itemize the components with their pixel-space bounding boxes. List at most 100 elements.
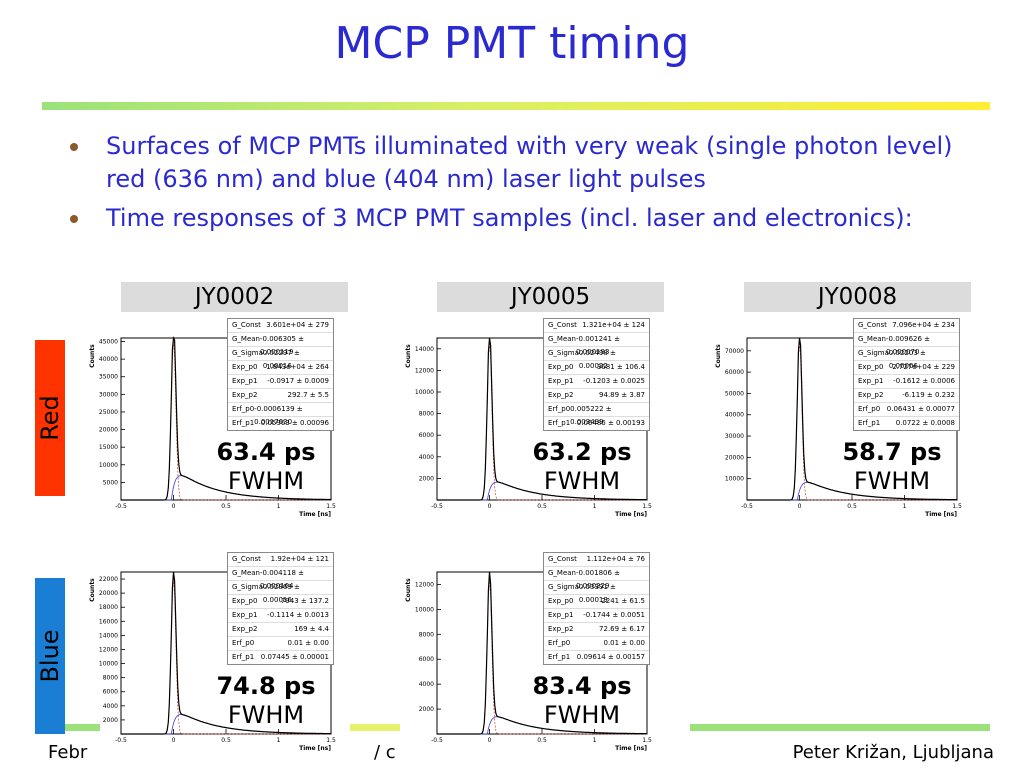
y-tick-label: 20000 xyxy=(725,454,744,461)
sample-label-jy0005: JY0005 xyxy=(437,282,664,312)
plot-blue-jy0005: 2000 4000 6000 8000 10000 12000 -0.5 0 0.5 1 1.5 Co… xyxy=(402,552,652,752)
fit-param-value: 169 ± 4.4 xyxy=(294,625,329,633)
x-axis-label: Time [ns] xyxy=(299,745,331,752)
fwhm-unit: FWHM xyxy=(853,467,931,495)
title-underline-bar xyxy=(42,102,990,110)
fit-param-name: Exp_p2 xyxy=(232,391,258,399)
x-tick-label: 1 xyxy=(277,503,281,510)
fwhm-label: 63.4 ps FWHM xyxy=(206,438,326,496)
x-tick-label: -0.5 xyxy=(741,503,753,510)
fit-stats-row: Exp_p2 94.89 ± 3.87 xyxy=(544,389,649,403)
x-tick-label: 0.5 xyxy=(221,503,231,510)
fit-param-name: Exp_p1 xyxy=(548,611,574,619)
fit-param-name: G_Sigma xyxy=(858,349,889,357)
y-tick-label: 8000 xyxy=(419,631,434,638)
y-tick-label: 14000 xyxy=(415,346,434,353)
fit-param-value: 0.005222 ± 0.003499 xyxy=(570,405,612,426)
fit-param-name: G_Const xyxy=(548,321,577,329)
x-tick-label: 1.5 xyxy=(642,503,652,510)
bullet-list: Surfaces of MCP PMTs illuminated with ve… xyxy=(70,130,990,241)
histogram-line xyxy=(121,571,331,735)
fit-stats-box: G_Const 3.601e+04 ± 279 G_Mean -0.006305 ± … xyxy=(227,318,334,431)
fit-param-value: 0.06431 ± 0.00077 xyxy=(886,405,955,413)
y-tick-label: 50000 xyxy=(725,390,744,397)
fit-param-name: Exp_p1 xyxy=(232,611,258,619)
x-tick-label: 0 xyxy=(172,737,176,744)
y-tick-label: 4000 xyxy=(103,703,118,710)
x-tick-label: 1.5 xyxy=(326,503,336,510)
fit-stats-box: G_Const 7.096e+04 ± 234 G_Mean -0.009626 ± … xyxy=(853,318,960,431)
fit-stats-box: G_Const 1.321e+04 ± 124 G_Mean -0.001241 ± … xyxy=(543,318,650,431)
y-tick-label: 60000 xyxy=(725,369,744,376)
y-tick-label: 70000 xyxy=(725,348,744,355)
y-tick-label: 10000 xyxy=(415,389,434,396)
fit-param-value: 2.727e+04 ± 229 xyxy=(892,363,955,371)
histogram-svg: 10000 20000 30000 40000 50000 60000 70000 -0.5 0… xyxy=(715,337,962,518)
y-tick-label: 10000 xyxy=(725,476,744,483)
plot-blue-jy0002: 2000 4000 6000 8000 10000 12000 14000 16000 1800… xyxy=(86,552,336,752)
bullet-dot-icon xyxy=(70,215,78,223)
plot-red-jy0002: 5000 10000 15000 20000 25000 30000 35000 40000 4… xyxy=(86,318,336,518)
y-tick-label: 25000 xyxy=(99,409,118,416)
fit-stats-row: Exp_p2 169 ± 4.4 xyxy=(228,623,333,637)
fit-stats-row: Exp_p1 -0.1612 ± 0.0006 xyxy=(854,375,959,389)
bullet-text: Surfaces of MCP PMTs illuminated with ve… xyxy=(106,132,953,193)
y-tick-label: 30000 xyxy=(99,391,118,398)
x-tick-label: 1 xyxy=(593,503,597,510)
fit-param-name: G_Sigma xyxy=(548,583,579,591)
x-tick-label: 1.5 xyxy=(642,737,652,744)
x-tick-label: 0 xyxy=(488,503,492,510)
fit-stats-row: G_Const 7.096e+04 ± 234 xyxy=(854,319,959,333)
fit-stats-row: Exp_p0 2.727e+04 ± 229 xyxy=(854,361,959,375)
fit-param-name: Exp_p0 xyxy=(232,597,258,605)
fit-param-value: 0.05963 ± 0.00096 xyxy=(260,419,329,427)
fit-param-value: 0.02498 ± 0.00022 xyxy=(578,349,616,370)
fit-stats-row: Exp_p2 -6.119 ± 0.232 xyxy=(854,389,959,403)
fit-param-value: 72.69 ± 6.17 xyxy=(599,625,645,633)
x-tick-label: -0.5 xyxy=(431,503,443,510)
fit-param-name: Exp_p2 xyxy=(232,625,258,633)
fit-param-value: -6.119 ± 0.232 xyxy=(902,391,955,399)
x-tick-label: 1 xyxy=(903,503,907,510)
fwhm-unit: FWHM xyxy=(227,701,305,729)
x-tick-label: 1 xyxy=(277,737,281,744)
fwhm-unit: FWHM xyxy=(543,467,621,495)
footer-author: Peter Križan, Ljubljana xyxy=(792,742,994,763)
y-tick-label: 6000 xyxy=(419,432,434,439)
fit-param-name: G_Const xyxy=(858,321,887,329)
x-tick-label: 0.5 xyxy=(537,737,547,744)
fwhm-value: 74.8 ps xyxy=(216,672,316,700)
fit-param-value: 1.92e+04 ± 121 xyxy=(270,555,329,563)
fit-stats-row: Exp_p0 7943 ± 137.2 xyxy=(228,595,333,609)
fit-stats-row: Exp_p2 292.7 ± 5.5 xyxy=(228,389,333,403)
y-axis-label: Counts xyxy=(715,344,722,368)
x-tick-label: 1.5 xyxy=(326,737,336,744)
x-tick-label: 0 xyxy=(488,737,492,744)
fit-param-name: G_Const xyxy=(232,321,261,329)
y-tick-label: 2000 xyxy=(103,717,118,724)
fit-param-value: -0.0006139 ± 0.0017630 xyxy=(254,405,303,426)
fit-param-value: 0.01 ± 0.00 xyxy=(603,639,646,647)
y-tick-label: 2000 xyxy=(419,706,434,713)
footer-date: Febr xyxy=(48,742,88,763)
fit-param-name: Exp_p1 xyxy=(548,377,574,385)
fit-param-value: 2241 ± 61.5 xyxy=(601,597,645,605)
histogram-svg: 5000 10000 15000 20000 25000 30000 35000 40000 4… xyxy=(89,336,336,518)
fit-param-name: G_Const xyxy=(232,555,261,563)
fwhm-unit: FWHM xyxy=(227,467,305,495)
y-tick-label: 30000 xyxy=(725,433,744,440)
row-label-blue: Blue xyxy=(35,578,65,734)
fit-param-value: 1.321e+04 ± 124 xyxy=(582,321,645,329)
y-tick-label: 4000 xyxy=(419,454,434,461)
fit-param-name: G_Sigma xyxy=(548,349,579,357)
fit-param-name: Exp_p2 xyxy=(858,391,884,399)
histogram-svg: 2000 4000 6000 8000 10000 12000 -0.5 0 0.5 1 1.5 Co… xyxy=(405,571,652,752)
fit-param-name: Erf_p1 xyxy=(858,419,881,427)
fit-param-value: 1.843e+04 ± 264 xyxy=(266,363,329,371)
y-tick-label: 15000 xyxy=(99,444,118,451)
x-tick-label: 0 xyxy=(172,503,176,510)
y-tick-label: 8000 xyxy=(419,411,434,418)
bullet-dot-icon xyxy=(70,143,78,151)
fit-param-name: G_Mean xyxy=(858,335,886,343)
fit-stats-row: Exp_p1 -0.1114 ± 0.0013 xyxy=(228,609,333,623)
